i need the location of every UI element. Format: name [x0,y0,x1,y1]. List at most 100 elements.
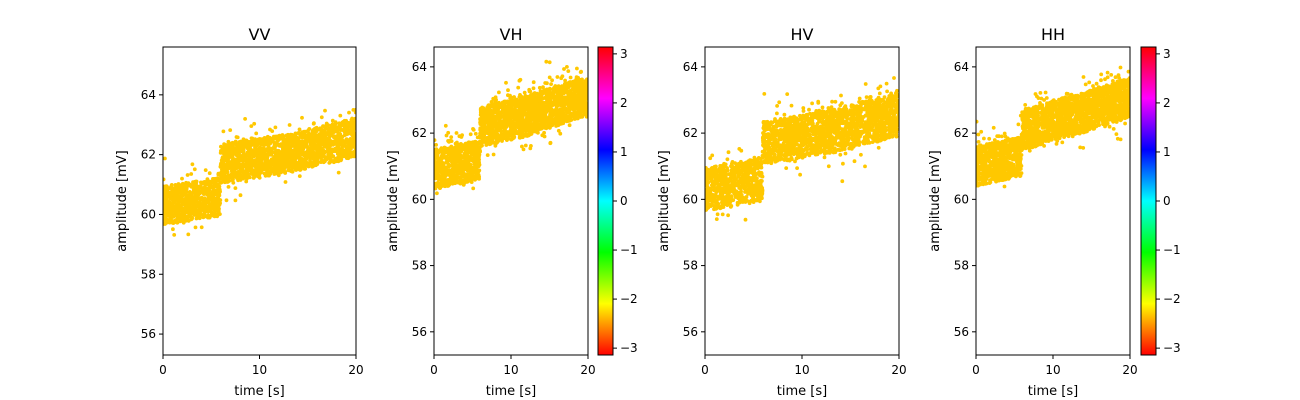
scatter-point [302,153,307,158]
scatter-point [544,59,549,64]
scatter-point [287,133,291,138]
scatter-point [495,102,499,107]
scatter-point [319,149,323,154]
scatter-point [290,142,294,147]
scatter-point [236,145,241,150]
scatter-point [252,175,256,180]
scatter-point [292,159,297,164]
scatter-point [491,119,496,123]
scatter-point [193,213,198,217]
scatter-point [319,115,324,120]
y-tick-label: 58 [141,267,156,281]
scatter-point [248,139,253,144]
scatter-point [559,76,564,81]
scatter-point [542,130,546,135]
scatter-point [163,213,167,218]
scatter-point [168,192,172,197]
scatter-point [481,106,486,111]
scatter-point [441,164,446,169]
scatter-point [255,154,260,159]
scatter-point [557,101,562,106]
scatter-point [434,138,437,142]
scatter-point [550,78,554,83]
scatter-point [185,173,190,177]
scatter-point [280,133,285,137]
scatter-point [230,149,235,154]
y-tick-label: 64 [141,88,156,102]
scatter-point [305,150,309,155]
scatter-point [439,173,444,178]
scatter-point [567,123,572,128]
scatter-point [221,176,226,181]
scatter-point [568,75,573,80]
scatter-point [578,70,583,74]
scatter-point [207,184,212,189]
scatter-point [224,152,229,157]
scatter-point [512,101,517,106]
scatter-point [510,135,515,140]
scatter-point [168,196,173,201]
scatter-point [215,176,220,181]
scatter-point [299,156,304,161]
scatter-point [166,219,171,224]
scatter-point [261,147,266,152]
scatter-point [163,184,167,189]
scatter-point [192,206,197,211]
scatter-point [212,179,217,184]
scatter-point [555,75,560,79]
scatter-point [467,178,472,183]
scatter-point [241,146,246,151]
scatter-point [334,135,339,140]
scatter-point [562,67,566,71]
scatter-point [311,144,316,149]
scatter-point [216,187,221,192]
scatter-point [353,152,356,156]
scatter-point [451,172,456,177]
scatter-point [243,117,248,121]
scatter-point [219,149,223,153]
scatter-point [245,146,250,151]
scatter-point [548,141,553,146]
scatter-point [318,141,323,146]
scatter-point [283,180,288,184]
x-tick-label: 20 [348,363,363,377]
scatter-point [480,135,485,140]
scatter-point [307,153,312,158]
scatter-point [445,184,450,188]
scatter-point [532,121,537,125]
scatter-point [274,140,279,145]
scatter-point [242,139,247,144]
scatter-point [288,164,292,169]
scatter-point [233,139,238,144]
scatter-point [531,86,536,91]
scatter-point [518,77,523,82]
scatter-point [210,189,215,194]
scatter-points-vh [434,59,588,196]
scatter-point [255,140,260,145]
scatter-point [452,147,457,151]
scatter-point [170,220,175,225]
scatter-point [513,121,518,126]
scatter-point [219,161,224,166]
scatter-point [192,167,197,172]
scatter-point [202,196,207,201]
scatter-point [213,192,218,197]
scatter-point [163,207,166,212]
scatter-point [226,173,230,178]
scatter-point [493,125,498,130]
scatter-point [189,172,194,176]
scatter-point [312,121,316,126]
scatter-point [582,112,586,117]
scatter-point [336,145,341,150]
scatter-point [548,100,553,104]
scatter-point [454,177,459,182]
scatter-point [556,128,561,133]
scatter-point [473,155,478,160]
scatter-point [183,204,188,209]
scatter-point [247,156,252,161]
scatter-point [330,118,335,123]
scatter-point [547,75,552,80]
scatter-point [468,132,473,137]
scatter-point [195,196,200,201]
scatter-point [179,203,184,208]
